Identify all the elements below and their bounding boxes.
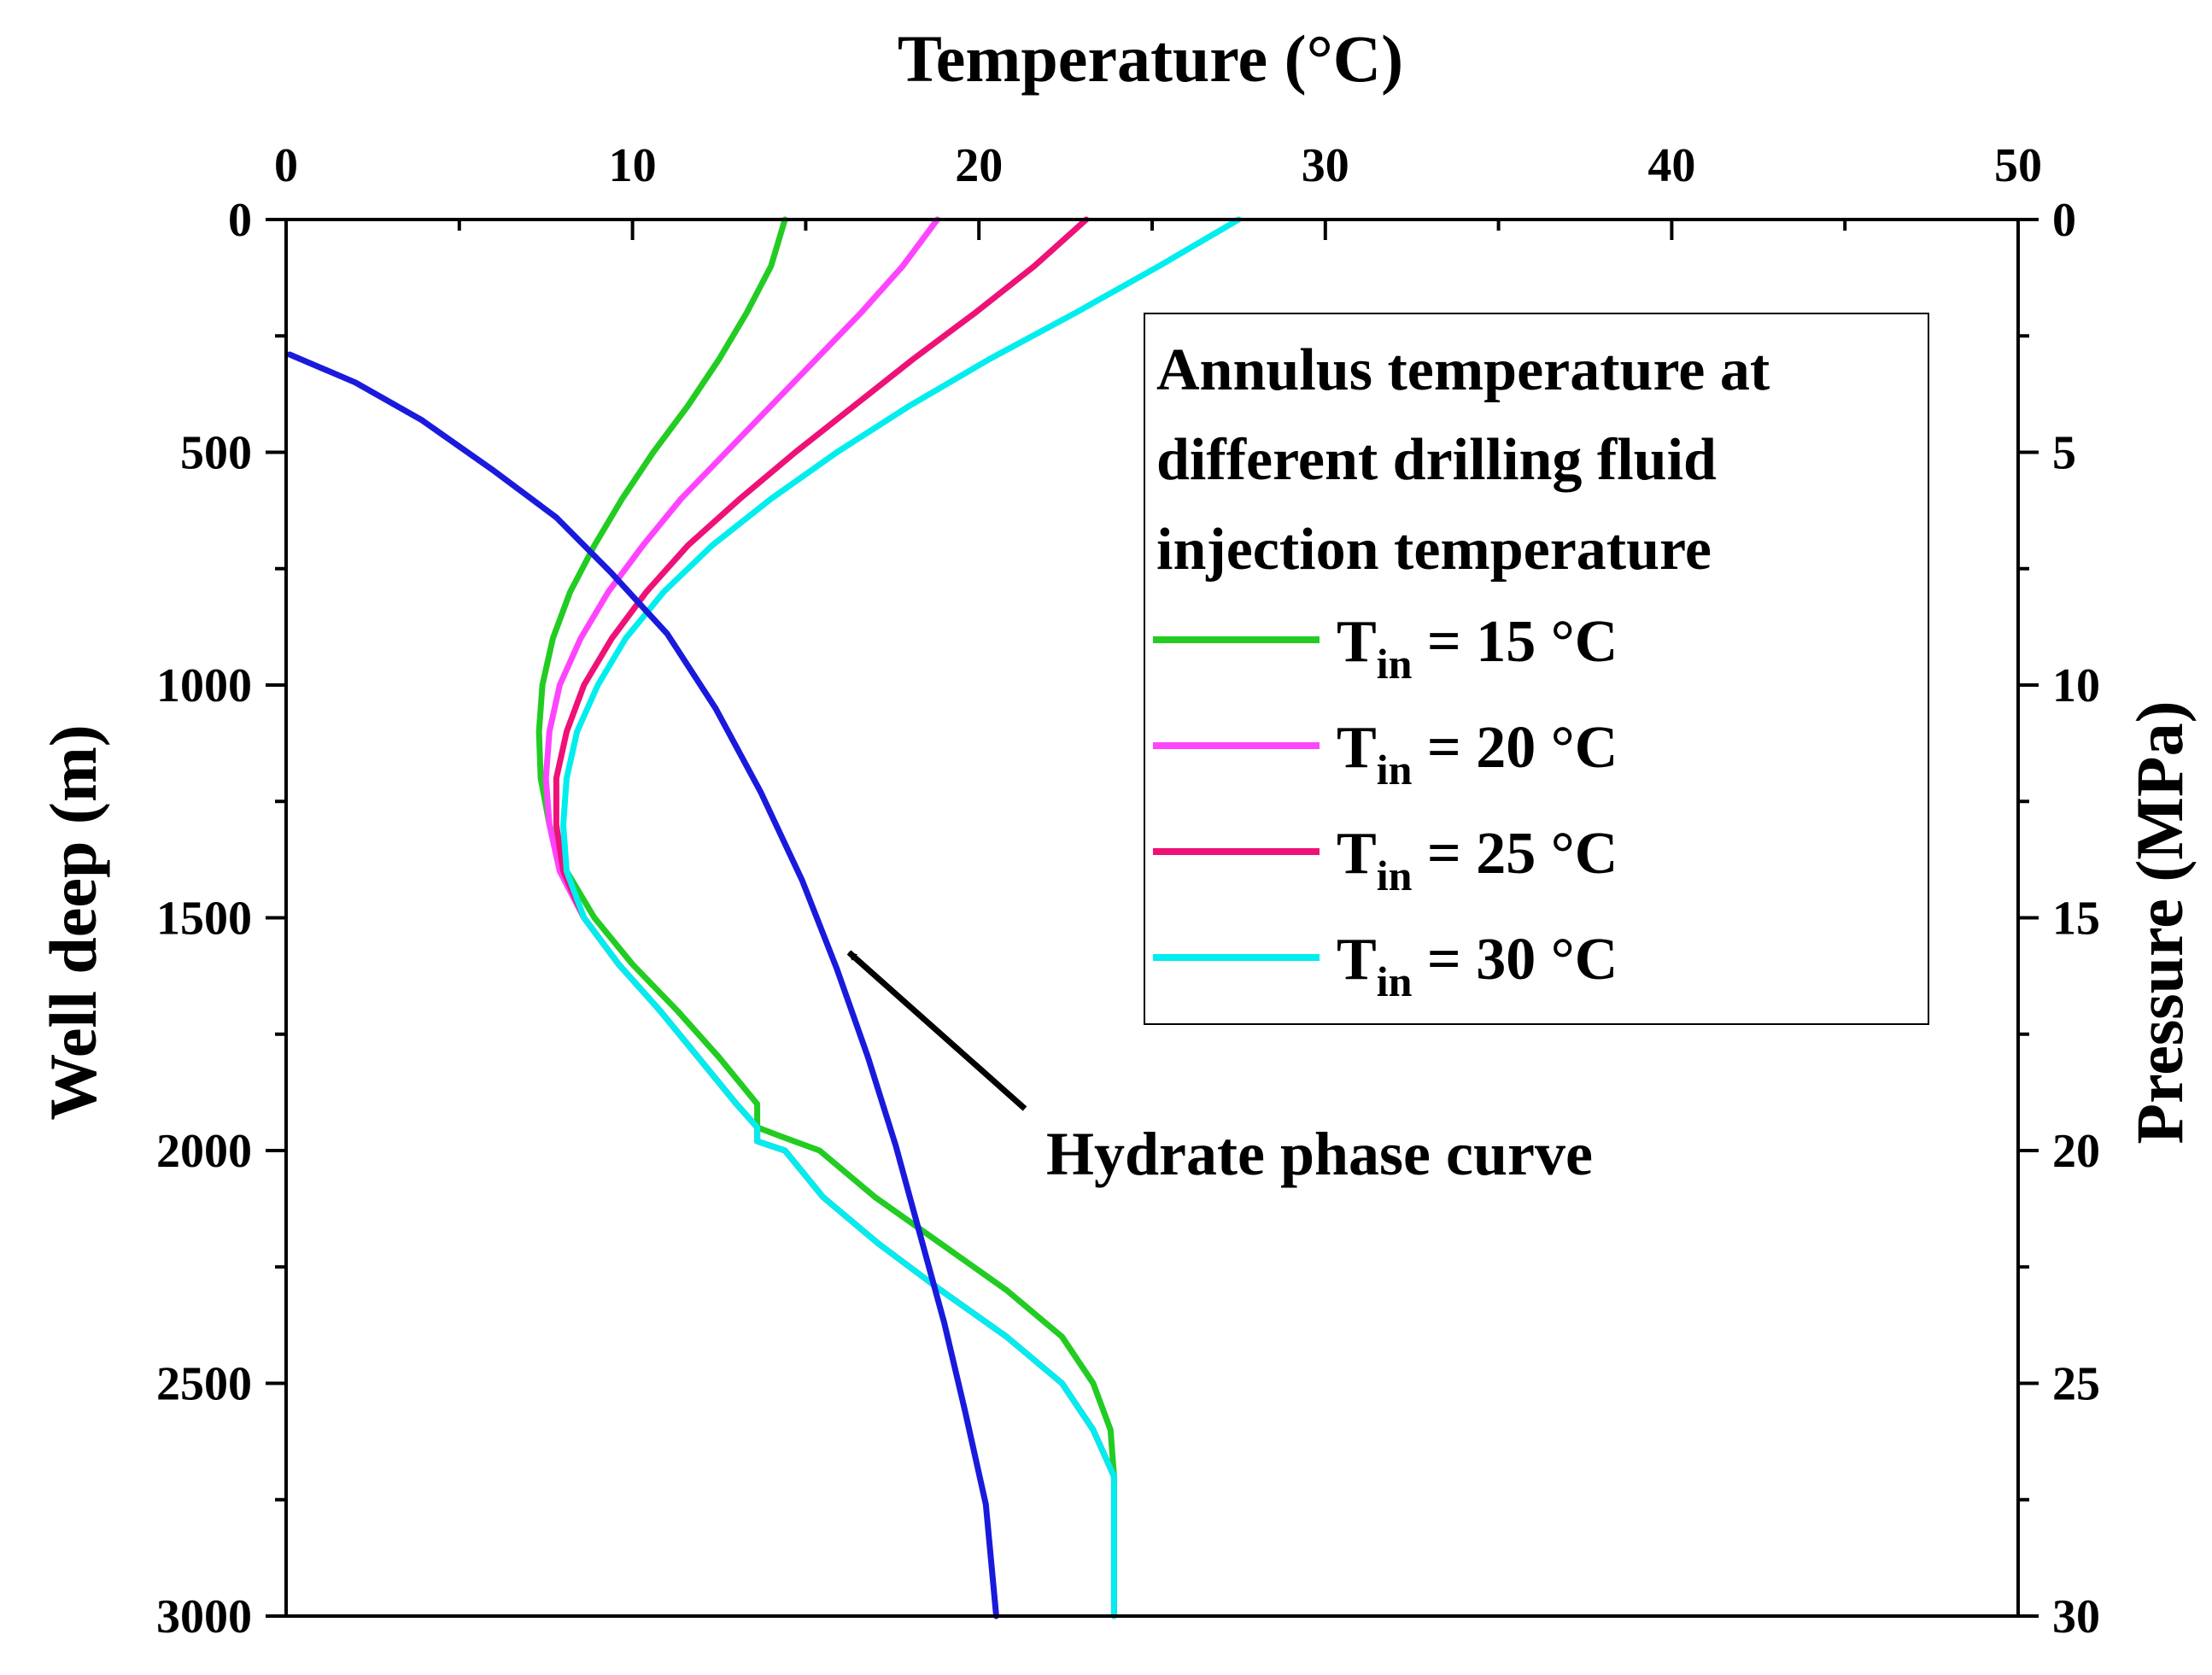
annotation-arrow	[846, 950, 1027, 1111]
series-line-tin-15-c	[535, 216, 1117, 1479]
x-tick-label: 0	[274, 139, 298, 192]
y2-tick-label: 30	[2052, 1590, 2100, 1643]
plot-frame	[284, 218, 2020, 1618]
legend-title-line-1: Annulus temperature at	[1156, 337, 1770, 403]
y-tick-label: 1500	[156, 893, 252, 946]
y-tick-label: 2500	[156, 1358, 252, 1411]
legend-label-tin-30: Tin = 30 °C	[1337, 927, 1618, 1005]
y2-axis-title: Pressure (MPa)	[2122, 700, 2197, 1144]
legend-entry-tin-30[interactable]: Tin = 30 °C	[1153, 927, 1618, 1005]
x-tick-label: 30	[1302, 139, 1349, 192]
y-tick-label: 2000	[156, 1125, 252, 1178]
y2-tick-label: 0	[2052, 194, 2076, 247]
series-line-tin-20-c	[542, 216, 1117, 1619]
x-tick-label: 20	[955, 139, 1003, 192]
y2-tick-label: 25	[2052, 1358, 2100, 1411]
y2-tick-label: 10	[2052, 659, 2100, 712]
y-tick-label: 3000	[156, 1590, 252, 1643]
legend: Annulus temperature at different drillin…	[1144, 313, 1929, 1025]
y2-tick-label: 5	[2052, 427, 2076, 480]
legend-title-line-3: injection temperature	[1156, 517, 1712, 583]
hydrate-annotation: Hydrate phase curve	[846, 950, 1593, 1188]
legend-entry-tin-20[interactable]: Tin = 20 °C	[1153, 715, 1618, 794]
series-line-tin-25-c	[553, 216, 1117, 1619]
legend-title-line-2: different drilling fluid	[1156, 427, 1717, 493]
y-tick-label: 500	[180, 427, 252, 480]
y2-tick-label: 15	[2052, 893, 2100, 946]
legend-entry-tin-25[interactable]: Tin = 25 °C	[1153, 821, 1618, 899]
annotation-text: Hydrate phase curve	[1046, 1120, 1593, 1188]
x-tick-label: 10	[609, 139, 657, 192]
legend-label-tin-15: Tin = 15 °C	[1337, 609, 1618, 688]
y-tick-label: 1000	[156, 659, 252, 712]
legend-entry-tin-15[interactable]: Tin = 15 °C	[1153, 609, 1618, 688]
series-line-hydrate-phase-curve	[286, 351, 999, 1619]
axis-ticks: 0 10 20 30 40 5005001000150020002500300005101…	[156, 139, 2100, 1643]
x-tick-label: 40	[1647, 139, 1695, 192]
x-axis-title: Temperature (°C)	[898, 21, 1403, 96]
y-tick-label: 0	[228, 194, 252, 247]
series-layer	[286, 216, 1242, 1619]
legend-label-tin-20: Tin = 20 °C	[1337, 715, 1618, 794]
legend-label-tin-25: Tin = 25 °C	[1337, 821, 1618, 899]
y2-tick-label: 20	[2052, 1125, 2100, 1178]
series-line-tin-30-c	[560, 216, 1242, 1619]
y-axis-title: Well deep (m)	[36, 724, 110, 1121]
x-tick-label: 50	[1994, 139, 2042, 192]
legend-box	[1144, 313, 1929, 1025]
